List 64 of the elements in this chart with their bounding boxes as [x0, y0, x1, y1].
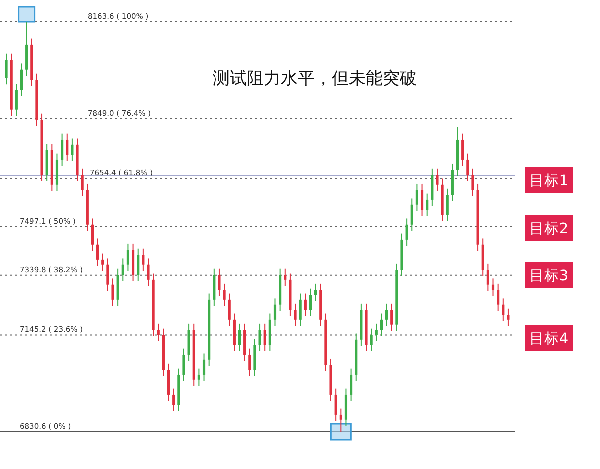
candlestick: [182, 348, 186, 382]
candlestick: [370, 328, 373, 352]
candlestick: [314, 283, 318, 302]
candlestick: [420, 183, 424, 217]
candlestick: [299, 293, 302, 327]
candlestick: [426, 193, 429, 217]
candlestick: [446, 188, 449, 222]
candlestick: [66, 133, 69, 162]
candlestick: [390, 303, 394, 332]
candlestick: [142, 248, 145, 272]
candlestick: [502, 298, 505, 322]
candlestick: [137, 248, 140, 282]
candlestick: [436, 168, 439, 192]
candlestick: [507, 308, 510, 327]
candlestick: [102, 253, 104, 272]
candlestick: [350, 368, 353, 402]
candlestick: [96, 238, 100, 267]
candlestick: [309, 288, 312, 317]
text: 目标4: [529, 330, 569, 348]
candlestick: [492, 278, 495, 297]
candlestick: [406, 218, 408, 247]
candlestick: [466, 153, 470, 182]
candlestick: [202, 353, 206, 382]
candlestick: [15, 84, 18, 116]
candlestick: [462, 133, 464, 167]
candlestick: [385, 303, 388, 327]
candlestick: [274, 298, 277, 327]
candlestick: [112, 278, 114, 307]
annotation: 测试阻力水平，但未能突破: [213, 69, 417, 89]
candlestick: [228, 293, 231, 327]
candlestick: [264, 323, 266, 352]
candlestick: [91, 218, 94, 252]
candlestick: [416, 183, 418, 212]
candlestick: [147, 258, 150, 287]
candlestick: [284, 268, 287, 287]
candlestick: [472, 168, 474, 197]
candlestick: [375, 323, 378, 342]
text: 目标1: [529, 172, 569, 190]
candlestick: [126, 243, 130, 272]
candlestick: [61, 133, 64, 167]
candlestick: [71, 138, 74, 162]
candlestick: [334, 388, 338, 422]
candlestick: [223, 283, 226, 307]
candlestick: [248, 348, 252, 377]
candlestick: [380, 313, 383, 337]
candlestick: [81, 168, 84, 197]
candlestick: [340, 408, 342, 432]
text: 目标2: [529, 220, 569, 238]
candlestick: [497, 283, 500, 312]
candlestick: [410, 198, 414, 232]
candlestick: [304, 293, 307, 317]
candlestick: [258, 323, 262, 352]
candlestick: [238, 323, 242, 352]
candlestick: [218, 268, 221, 297]
candlestick: [198, 368, 200, 387]
text: 目标3: [529, 268, 569, 284]
candlestick: [172, 388, 176, 412]
candlestick: [5, 53, 8, 86]
candlestick: [157, 323, 160, 342]
candlestick: [294, 303, 297, 327]
candlestick: [20, 63, 24, 97]
candlestick: [122, 258, 124, 282]
candlestick: [486, 263, 490, 292]
candlestick: [106, 258, 110, 292]
